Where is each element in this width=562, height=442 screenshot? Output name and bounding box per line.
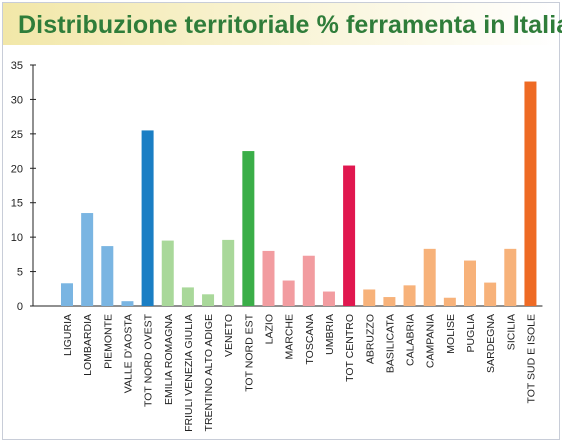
x-tick-label: VALLE D'AOSTA: [122, 314, 134, 393]
bar: [282, 280, 295, 306]
bar: [242, 151, 255, 306]
bar: [322, 291, 335, 306]
bar: [504, 248, 517, 306]
bar: [302, 255, 315, 306]
y-tick-label: 20: [11, 163, 23, 175]
bar: [202, 294, 215, 306]
x-tick-label: LOMBARDIA: [82, 314, 94, 376]
x-tick-label: SICILIA: [505, 314, 517, 350]
x-tick-label: EMILIA ROMAGNA: [163, 314, 175, 405]
axes: 0 5 10 15 20 25 30 35: [11, 60, 543, 313]
y-tick-label: 25: [11, 129, 23, 141]
bars: [61, 81, 537, 306]
x-tick-label: UMBRIA: [324, 314, 336, 355]
y-tick-label: 5: [17, 267, 23, 279]
x-tick-label: TOT NORD OVEST: [143, 313, 155, 407]
bar: [403, 285, 416, 306]
bar: [464, 260, 476, 306]
bar: [141, 130, 154, 306]
bar: [262, 250, 275, 306]
x-tick-label: TOT CENTRO: [344, 314, 356, 382]
x-tick-label: MOLISE: [445, 314, 457, 354]
x-tick-label: MARCHE: [284, 314, 296, 360]
x-tick-label: SARDEGNA: [485, 314, 497, 373]
bar: [383, 297, 396, 306]
x-tick-label: BASILICATA: [384, 314, 396, 373]
bar: [101, 246, 114, 306]
bar: [121, 301, 134, 306]
x-tick-label: LAZIO: [264, 314, 276, 344]
bar: [443, 297, 456, 306]
x-tick-label: LIGURIA: [62, 314, 74, 356]
x-tick-label: PIEMONTE: [102, 314, 114, 369]
x-tick-label: CALABRIA: [405, 314, 417, 366]
bar: [524, 81, 537, 306]
chart-title: Distribuzione territoriale % ferramenta …: [18, 11, 562, 39]
x-tick-label: TOSCANA: [304, 314, 316, 365]
y-tick-label: 15: [11, 198, 23, 210]
category-labels: LIGURIA LOMBARDIA PIEMONTE VALLE D'AOSTA TOT…: [62, 313, 537, 431]
bar: [343, 165, 356, 306]
x-tick-label: TRENTINO ALTO ADIGE: [203, 314, 215, 431]
x-tick-label: TOT SUD E ISOLE: [525, 314, 537, 403]
bar: [363, 289, 376, 306]
x-tick-label: ABRUZZO: [364, 314, 376, 364]
x-tick-label: VENETO: [223, 314, 235, 357]
bar: [423, 248, 436, 306]
y-tick-label: 10: [11, 232, 23, 244]
bar: [181, 287, 194, 306]
bar: [222, 239, 235, 306]
bar: [161, 240, 174, 306]
x-tick-label: PUGLIA: [465, 314, 477, 353]
x-tick-label: FRIULI VENEZIA GIULIA: [183, 314, 195, 432]
y-tick-label: 0: [17, 301, 23, 313]
x-tick-label: TOT NORD EST: [243, 313, 255, 391]
title-bar: Distribuzione territoriale % ferramenta …: [3, 3, 562, 45]
bar: [484, 282, 497, 306]
x-tick-label: CAMPANIA: [425, 314, 437, 368]
bar: [81, 213, 94, 306]
bar: [61, 283, 73, 306]
y-tick-label: 30: [11, 94, 23, 106]
y-tick-label: 35: [11, 60, 23, 72]
